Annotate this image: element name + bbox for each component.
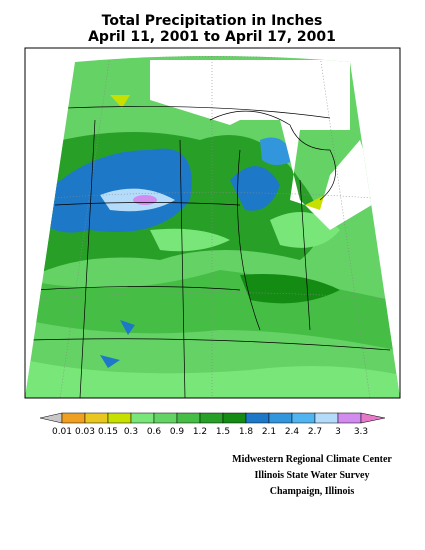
legend-label: 0.3: [124, 427, 138, 437]
legend-label: 0.15: [98, 427, 118, 437]
legend-swatch: [291, 412, 316, 424]
legend-label: 3: [335, 427, 341, 437]
legend-label: 0.03: [75, 427, 95, 437]
legend-swatch: [222, 412, 247, 424]
legend-swatch: [245, 412, 270, 424]
credit-line: Champaign, Illinois: [270, 486, 355, 497]
legend-label: 1.2: [193, 427, 207, 437]
legend-label: 2.1: [262, 427, 276, 437]
legend-label: 0.6: [147, 427, 162, 437]
legend-end: [360, 412, 386, 424]
legend-end: [39, 412, 63, 424]
legend-label: 2.4: [285, 427, 300, 437]
legend-swatch: [107, 412, 132, 424]
legend-label: 1.8: [239, 427, 254, 437]
title: Total Precipitation in Inches: [102, 13, 323, 29]
legend-swatch: [268, 412, 293, 424]
map: [24, 47, 401, 399]
legend-label: 1.5: [216, 427, 230, 437]
legend-label: 2.7: [308, 427, 322, 437]
legend-label: 0.9: [170, 427, 185, 437]
legend: 0.01 0.03 0.15 0.3 0.6 0.9 1.2 1.5 1.8 2.1 2.4 2.7 3…: [39, 412, 386, 437]
legend-swatch: [314, 412, 339, 424]
subtitle: April 11, 2001 to April 17, 2001: [88, 29, 336, 45]
legend-swatch: [176, 412, 201, 424]
credit-line: Illinois State Water Survey: [255, 470, 370, 481]
legend-label: 0.01: [52, 427, 72, 437]
credit-line: Midwestern Regional Climate Center: [232, 454, 392, 465]
legend-swatch: [153, 412, 178, 424]
legend-swatch: [130, 412, 155, 424]
legend-swatch: [199, 412, 224, 424]
legend-swatch: [84, 412, 109, 424]
legend-swatch: [61, 412, 86, 424]
legend-swatch: [337, 412, 362, 424]
legend-label: 3.3: [354, 427, 368, 437]
